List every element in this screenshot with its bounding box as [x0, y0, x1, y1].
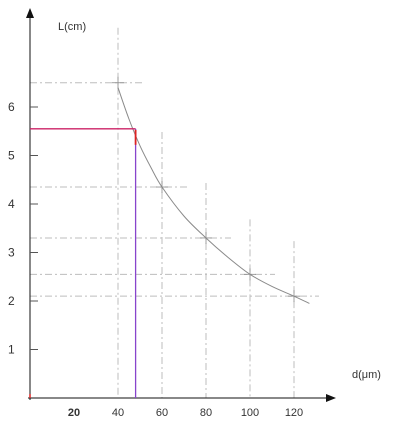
data-point-2	[200, 231, 212, 244]
data-point-1	[156, 181, 168, 194]
y-axis-arrow	[26, 8, 34, 18]
x-tick-label-120: 120	[285, 407, 303, 419]
x-tick-label-60: 60	[156, 407, 168, 419]
data-point-3	[244, 268, 256, 281]
y-axis-title: L(cm)	[58, 21, 86, 33]
guide-lines	[30, 27, 319, 398]
x-axis-title: d(μm)	[352, 369, 381, 381]
axes	[26, 8, 336, 402]
y-tick-label-3: 3	[8, 246, 15, 260]
x-tick-label-80: 80	[200, 407, 212, 419]
y-tick-label-2: 2	[8, 294, 15, 308]
y-tick-label-5: 5	[8, 149, 15, 163]
y-tick-label-6: 6	[8, 100, 15, 114]
data-point-4	[288, 290, 300, 303]
series-curve	[117, 87, 310, 304]
x-tick-label-20: 20	[68, 407, 80, 419]
series	[112, 76, 310, 304]
highlight-lines	[29, 128, 137, 398]
x-tick-label-40: 40	[112, 407, 124, 419]
axis-ticks	[30, 106, 38, 350]
x-tick-label-100: 100	[241, 407, 259, 419]
x-axis-arrow	[326, 394, 336, 402]
y-tick-label-1: 1	[8, 343, 15, 357]
tick-labels: 1 2 3 4 5 6 20 40 60 80 100 120	[8, 100, 303, 419]
data-point-0	[112, 76, 124, 89]
y-tick-label-4: 4	[8, 197, 15, 211]
